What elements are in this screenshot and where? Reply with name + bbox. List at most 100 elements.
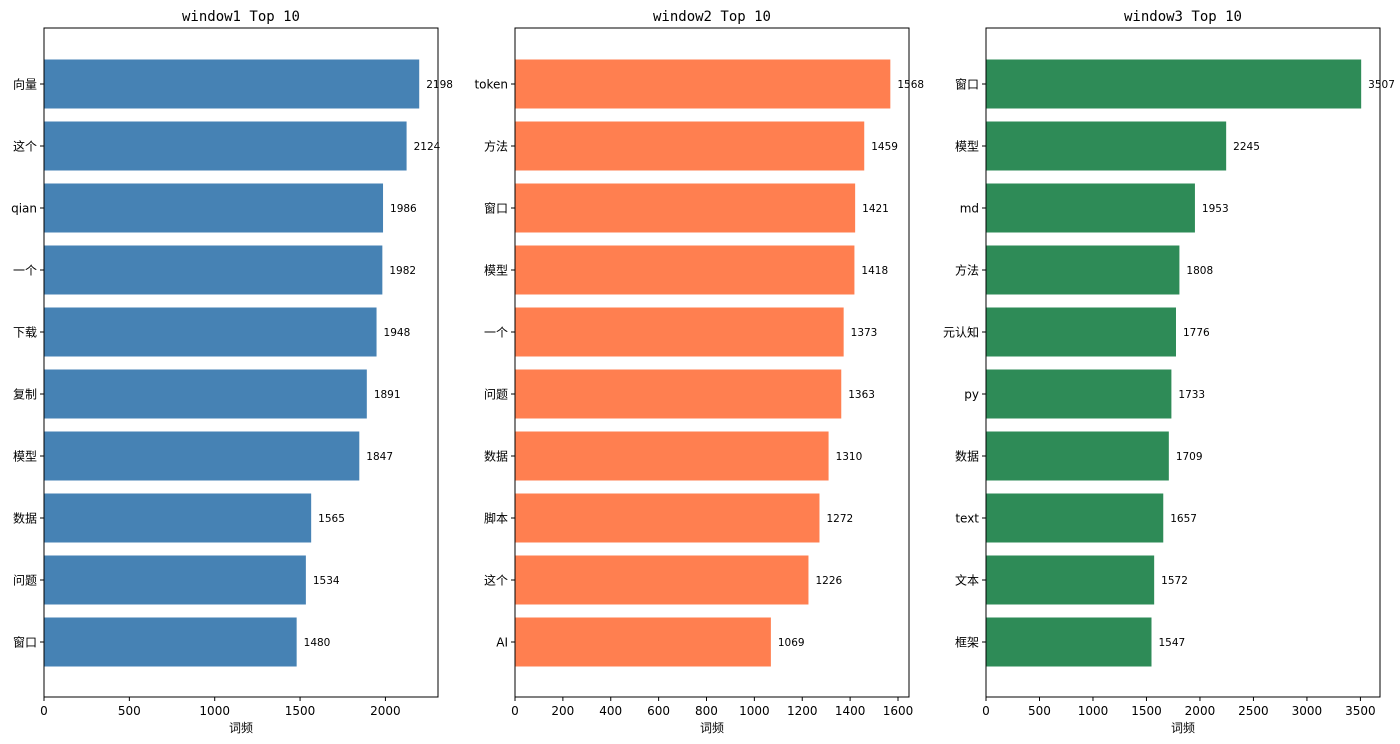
x-tick-label: 1000: [739, 704, 770, 718]
x-axis-label: 词频: [229, 721, 253, 735]
data-label: 1953: [1202, 203, 1229, 215]
bar: [515, 431, 829, 481]
x-tick-label: 1000: [1078, 704, 1109, 718]
x-tick-label: 1500: [1131, 704, 1162, 718]
data-label: 1948: [384, 327, 411, 339]
y-tick-label: text: [955, 512, 979, 526]
y-tick-label: 模型: [13, 450, 37, 464]
data-label: 3507: [1368, 79, 1395, 91]
bar: [515, 617, 771, 667]
bar: [986, 617, 1152, 667]
data-label: 1657: [1170, 513, 1197, 525]
x-tick-label: 1000: [199, 704, 230, 718]
data-label: 1418: [861, 265, 888, 277]
y-tick-label: 一个: [13, 264, 37, 278]
x-tick-label: 1500: [285, 704, 316, 718]
bar: [986, 493, 1164, 543]
x-tick-label: 0: [40, 704, 48, 718]
x-tick-label: 2000: [370, 704, 401, 718]
y-tick-label: 窗口: [955, 78, 979, 92]
data-label: 1421: [862, 203, 889, 215]
y-tick-label: 问题: [13, 574, 37, 588]
bar: [44, 183, 384, 233]
x-tick-label: 3500: [1345, 704, 1376, 718]
y-tick-label: 数据: [13, 511, 37, 526]
data-label: 1363: [848, 389, 875, 401]
bar: [986, 121, 1227, 171]
bar: [986, 431, 1169, 481]
x-tick-label: 500: [118, 704, 141, 718]
data-label: 1847: [366, 451, 393, 463]
bar: [986, 59, 1362, 109]
data-label: 1534: [313, 575, 340, 587]
y-tick-label: token: [474, 78, 508, 92]
bar: [515, 59, 891, 109]
y-tick-label: 模型: [484, 264, 508, 278]
bar: [515, 183, 856, 233]
bar: [515, 555, 809, 605]
bar: [44, 369, 367, 419]
y-tick-label: 向量: [13, 77, 37, 92]
plot-frame: [514, 27, 910, 698]
y-tick-label: 问题: [484, 388, 508, 402]
x-tick-label: 0: [982, 704, 990, 718]
data-label: 1568: [897, 79, 924, 91]
y-tick-label: 方法: [955, 263, 979, 278]
data-label: 2198: [426, 79, 453, 91]
bar: [515, 369, 842, 419]
bar: [44, 555, 306, 605]
bar: [44, 245, 383, 295]
data-label: 2245: [1233, 141, 1260, 153]
data-label: 1891: [374, 389, 401, 401]
bar: [44, 59, 420, 109]
chart-panel-1: window1 Top 10 向量 2198 这个 2124 qian 1986 一个 1982…: [11, 9, 453, 735]
y-tick-label: 文本: [955, 573, 979, 588]
plot-frame: [43, 27, 439, 698]
y-tick-label: md: [960, 202, 979, 216]
x-tick-label: 500: [1028, 704, 1051, 718]
y-tick-label: 这个: [484, 573, 508, 588]
y-tick-label: 脚本: [484, 511, 508, 526]
bar: [986, 307, 1176, 357]
data-label: 1547: [1158, 637, 1185, 649]
bar: [44, 493, 312, 543]
y-tick-label: 这个: [13, 139, 37, 154]
y-tick-label: py: [964, 388, 979, 402]
data-label: 1709: [1176, 451, 1203, 463]
bar: [44, 617, 297, 667]
y-tick-label: qian: [11, 202, 37, 216]
bar: [44, 431, 360, 481]
data-label: 1982: [389, 265, 416, 277]
data-label: 1459: [871, 141, 898, 153]
plot-frame: [985, 27, 1381, 698]
bar: [44, 121, 407, 171]
data-label: 1310: [836, 451, 863, 463]
y-tick-label: 方法: [484, 139, 508, 154]
x-tick-label: 1200: [787, 704, 818, 718]
y-tick-label: 框架: [955, 636, 979, 650]
bar: [986, 555, 1155, 605]
data-label: 1733: [1178, 389, 1205, 401]
x-tick-label: 200: [551, 704, 574, 718]
data-label: 2124: [414, 141, 441, 153]
data-label: 1226: [815, 575, 842, 587]
x-tick-label: 800: [695, 704, 718, 718]
bar: [515, 493, 820, 543]
data-label: 1808: [1186, 265, 1213, 277]
data-label: 1272: [826, 513, 853, 525]
x-tick-label: 3000: [1292, 704, 1323, 718]
bar: [986, 245, 1180, 295]
bar: [986, 369, 1172, 419]
chart-panel-3: window3 Top 10 窗口 3507 模型 2245 md 1953 方法 1808 元认…: [943, 9, 1395, 735]
data-label: 1480: [304, 637, 331, 649]
bar: [515, 245, 855, 295]
x-tick-label: 400: [599, 704, 622, 718]
chart-title: window2 Top 10: [653, 9, 771, 25]
y-tick-label: 一个: [484, 326, 508, 340]
x-tick-label: 1600: [883, 704, 914, 718]
bar: [44, 307, 377, 357]
bar: [515, 307, 844, 357]
chart-title: window3 Top 10: [1124, 9, 1242, 25]
x-tick-label: 1400: [835, 704, 866, 718]
data-label: 1986: [390, 203, 417, 215]
